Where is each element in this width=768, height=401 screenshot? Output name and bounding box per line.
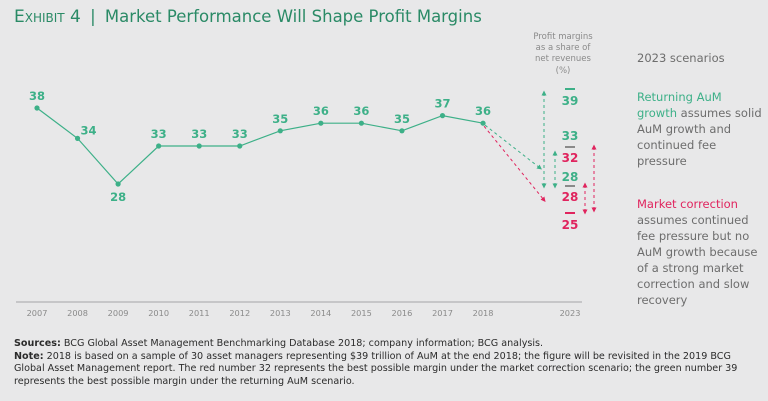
note: Note: 2018 is based on a sample of 30 as…: [14, 351, 764, 389]
data-label: 35: [394, 112, 410, 126]
label-green-39: 39: [562, 94, 579, 108]
series-line: [36, 107, 484, 185]
x-tick-label: 2015: [351, 308, 372, 318]
x-tick-label: 2012: [229, 308, 250, 318]
arrow-market-correction: [483, 125, 546, 202]
note-label: Note:: [14, 350, 44, 362]
data-point: [318, 120, 324, 126]
data-label: 36: [353, 104, 369, 118]
sources-text: BCG Global Asset Management Benchmarking…: [60, 338, 544, 349]
x-tick-label: 2011: [189, 308, 210, 318]
scenario-2023: 39 33 32 28 28 25: [483, 88, 597, 232]
scenarios-heading: 2023 scenarios: [637, 51, 725, 65]
data-label: 33: [151, 127, 167, 141]
y-axis-label: Profit margins as a share of net revenue…: [533, 32, 593, 76]
legend-returning-aum: Returning AuM growth assumes solid AuM g…: [637, 89, 765, 169]
x-tick-label: 2013: [270, 308, 291, 318]
x-tick-label: 2014: [310, 308, 331, 318]
data-point: [277, 128, 283, 134]
x-tick-label: 2009: [108, 308, 129, 318]
x-tick-label: 2023: [560, 308, 581, 318]
data-point: [74, 135, 81, 141]
note-text: 2018 is based on a sample of 30 asset ma…: [14, 350, 738, 387]
y-label-line-3: net revenues: [535, 54, 591, 64]
exhibit-title: Exhibit 4 | Market Performance Will Shap…: [14, 7, 482, 27]
legend-red-title: Market correction: [637, 197, 738, 211]
x-tick-label: 2007: [27, 308, 48, 318]
title-separator: |: [90, 7, 96, 26]
chart-title: Market Performance Will Shape Profit Mar…: [104, 7, 482, 26]
data-label: 28: [110, 190, 126, 204]
data-point: [480, 120, 486, 126]
exhibit-label: Exhibit 4: [14, 7, 81, 27]
data-point: [399, 128, 405, 134]
sources-note: Sources: BCG Global Asset Management Ben…: [14, 338, 764, 351]
data-point: [439, 113, 446, 119]
data-label: 33: [232, 127, 248, 141]
data-label: 34: [81, 123, 97, 137]
sources-label: Sources:: [14, 338, 61, 349]
data-label: 36: [475, 104, 491, 118]
x-tick-label: 2008: [67, 308, 88, 318]
data-point: [34, 105, 40, 111]
x-tick-label: 2016: [392, 308, 413, 318]
label-green-28: 28: [562, 170, 579, 184]
data-point: [237, 143, 243, 149]
data-label: 36: [313, 104, 329, 118]
legend-market-correction: Market correction assumes continued fee …: [637, 196, 765, 308]
data-label: 37: [434, 97, 450, 111]
legend-green-title: Returning AuM growth: [637, 90, 722, 120]
x-tick-label: 2018: [473, 308, 494, 318]
data-label: 35: [272, 112, 288, 126]
y-label-line-2: as a share of: [536, 43, 592, 53]
arrow-returning-aum: [484, 124, 542, 170]
label-green-33: 33: [562, 129, 579, 143]
y-label-line-1: Profit margins: [533, 32, 593, 42]
data-point: [196, 143, 202, 149]
footnotes: Sources: BCG Global Asset Management Ben…: [14, 338, 764, 388]
x-axis: 2007 2008 2009 2010 2011 2012 2013 2014 2015 2016…: [16, 301, 582, 318]
data-point: [115, 181, 121, 187]
data-label: 38: [29, 89, 45, 103]
series-historical: 38 34 28 33 33 33 35 36 36 35 37 36: [29, 89, 491, 204]
label-red-32: 32: [562, 151, 579, 165]
data-point: [358, 120, 364, 126]
legend-red-text: assumes continued fee pressure but no Au…: [637, 213, 758, 307]
x-tick-label: 2010: [148, 308, 169, 318]
data-point: [156, 143, 162, 149]
legend-green-text: assumes solid AuM growth and continued f…: [637, 106, 762, 168]
y-label-line-4: (%): [556, 66, 571, 76]
x-tick-label: 2017: [432, 308, 453, 318]
label-red-25: 25: [562, 218, 579, 232]
label-red-28: 28: [562, 190, 579, 204]
data-label: 33: [191, 127, 207, 141]
